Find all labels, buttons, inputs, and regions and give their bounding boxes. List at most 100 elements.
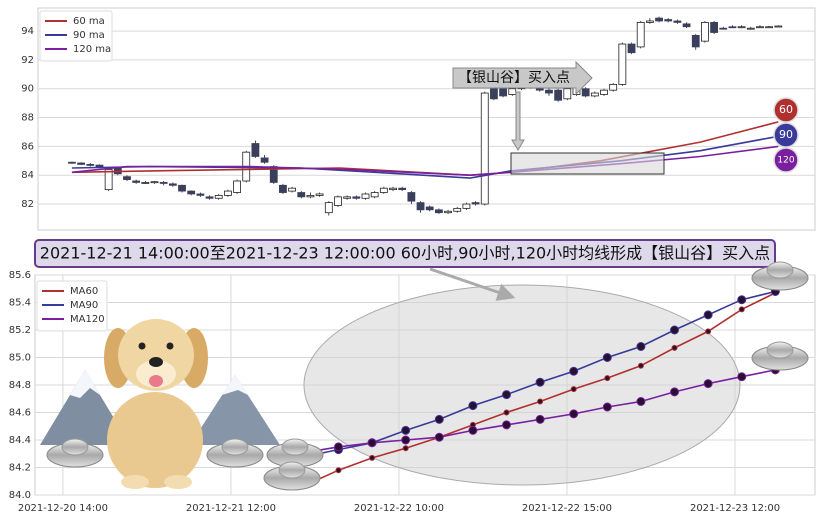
ma-point	[569, 366, 579, 376]
ma-point	[535, 377, 545, 387]
legend-label: 120 ma	[73, 44, 111, 55]
candle-body	[334, 196, 342, 206]
ingot-top	[766, 261, 794, 279]
candle-body	[398, 187, 407, 191]
ingot-top	[278, 461, 306, 479]
dog-paw	[121, 475, 149, 489]
candle-body	[68, 161, 76, 164]
candle-body	[490, 86, 498, 100]
candle-body	[425, 206, 434, 211]
candle-body	[150, 181, 159, 184]
y-tick-label: 88	[21, 113, 34, 124]
mountain	[190, 375, 280, 445]
mountain-snow	[70, 370, 100, 398]
candle-body	[655, 17, 663, 22]
highlight-box	[510, 152, 665, 175]
ma-point	[737, 295, 747, 305]
dog-nose	[149, 357, 163, 367]
dog-body	[107, 392, 203, 488]
candle-body	[361, 193, 370, 199]
candle-body	[315, 193, 324, 196]
candle-body	[343, 196, 352, 199]
mountain	[40, 370, 130, 445]
dog-tongue	[149, 375, 163, 387]
ma-point	[703, 310, 713, 320]
ma-point	[703, 379, 713, 389]
candle-body	[379, 187, 388, 193]
y-tick-label: 84.2	[9, 463, 31, 474]
candle-body	[691, 34, 700, 48]
banner-text: 2021-12-21 14:00:00至2021-12-23 12:00:00 …	[40, 244, 770, 263]
ma-point	[604, 375, 611, 382]
candle-body	[196, 193, 205, 196]
candle-body	[214, 195, 223, 199]
annotation-text: 【银山谷】买入点	[458, 70, 570, 86]
candle-body	[636, 22, 645, 48]
plot-frame	[37, 7, 816, 231]
ma-line	[71, 145, 779, 177]
x-tick-label: 2021-12-21 12:00	[186, 503, 276, 514]
y-tick-label: 85.4	[9, 298, 31, 309]
dog-eye	[166, 342, 174, 350]
candle-body	[746, 27, 755, 30]
candle-body	[737, 26, 746, 29]
candle-body	[774, 25, 783, 28]
dog-eye	[138, 342, 146, 350]
candle-body	[77, 162, 86, 165]
y-tick-label: 92	[21, 55, 34, 66]
ingot-top	[221, 438, 249, 456]
ingot-top	[281, 438, 309, 456]
candle-body	[104, 169, 113, 191]
ma-point	[602, 353, 612, 362]
candle-body	[251, 143, 260, 157]
ma-point	[402, 445, 409, 452]
ma-point	[434, 432, 444, 442]
candle-body	[682, 23, 691, 28]
end-badge	[773, 122, 799, 148]
candle-body	[609, 84, 618, 91]
x-tick-label: 2021-12-23 12:00	[690, 503, 780, 514]
candle-body	[86, 164, 95, 166]
candle-body	[205, 196, 214, 199]
y-tick-label: 84	[21, 170, 34, 181]
candle-body	[627, 43, 636, 54]
candle-body	[499, 86, 507, 97]
ma-point	[367, 438, 377, 448]
candle-body	[453, 207, 462, 212]
ma-point	[401, 425, 411, 435]
candle-body	[132, 180, 141, 183]
candle-body	[444, 210, 452, 214]
ma-point	[636, 342, 646, 351]
y-tick-label: 84.0	[9, 490, 31, 501]
candle-body	[480, 92, 489, 205]
candle-body	[618, 43, 627, 85]
ma-point	[468, 401, 478, 411]
candle-body	[123, 176, 131, 180]
ma-point	[602, 402, 612, 412]
candle-body	[434, 209, 443, 214]
ma-point	[671, 344, 678, 351]
ma-point	[501, 390, 511, 400]
x-tick-label: 2021-12-22 10:00	[354, 503, 444, 514]
ma-point	[335, 467, 342, 474]
candle-body	[324, 202, 333, 214]
y-tick-label: 94	[21, 26, 34, 37]
legend-label: MA120	[70, 314, 105, 325]
y-tick-label: 84.8	[9, 380, 31, 391]
ma-point	[569, 409, 579, 419]
ma-point	[434, 414, 444, 424]
candle-body	[664, 19, 673, 22]
candle-body	[765, 26, 774, 29]
candle-body	[728, 26, 737, 29]
legend-label: 60 ma	[73, 16, 105, 27]
candle-body	[581, 88, 590, 97]
candle-body	[306, 195, 315, 198]
candle-body	[416, 202, 425, 211]
y-tick-label: 85.6	[9, 270, 31, 281]
ma-point	[670, 387, 680, 397]
candle-body	[462, 203, 471, 209]
y-tick-label: 85.0	[9, 353, 31, 364]
top-chart: 82 84 86 88 90 92 94 【银山谷】买入点 60 90 120 60 ma 90 ma 1…	[21, 7, 816, 231]
candle-body	[297, 192, 306, 198]
